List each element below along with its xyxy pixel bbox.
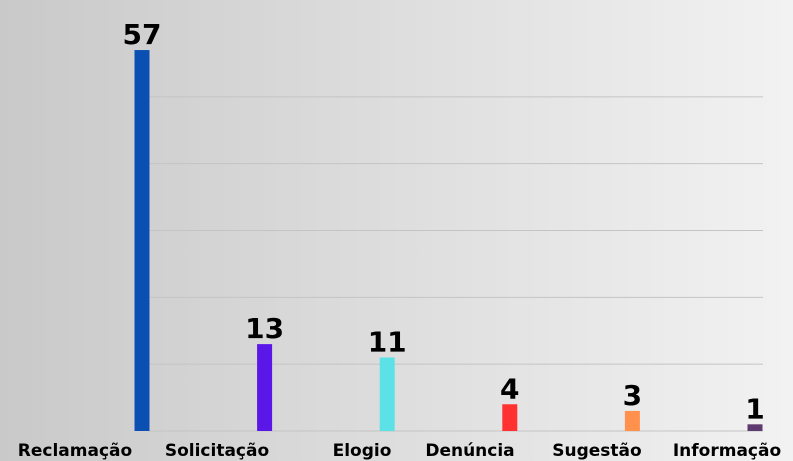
value-label: 1 [745, 392, 764, 425]
x-tick-label: Reclamação [18, 441, 132, 461]
bar [624, 410, 640, 431]
value-label: 3 [623, 379, 642, 412]
x-tick-label: Sugestão [552, 441, 641, 461]
bar [747, 424, 763, 431]
x-tick-label: Denúncia [425, 441, 514, 461]
bar [502, 404, 518, 431]
value-label: 11 [368, 325, 407, 358]
x-tick-label: Elogio [333, 441, 392, 461]
bar [257, 344, 273, 431]
value-label: 4 [500, 372, 519, 405]
x-tick-label: Informação [673, 441, 781, 461]
bar [379, 357, 395, 431]
bar [134, 50, 150, 432]
x-tick-label: Solicitação [165, 441, 269, 461]
value-label: 57 [123, 18, 162, 51]
value-label: 13 [245, 312, 284, 345]
